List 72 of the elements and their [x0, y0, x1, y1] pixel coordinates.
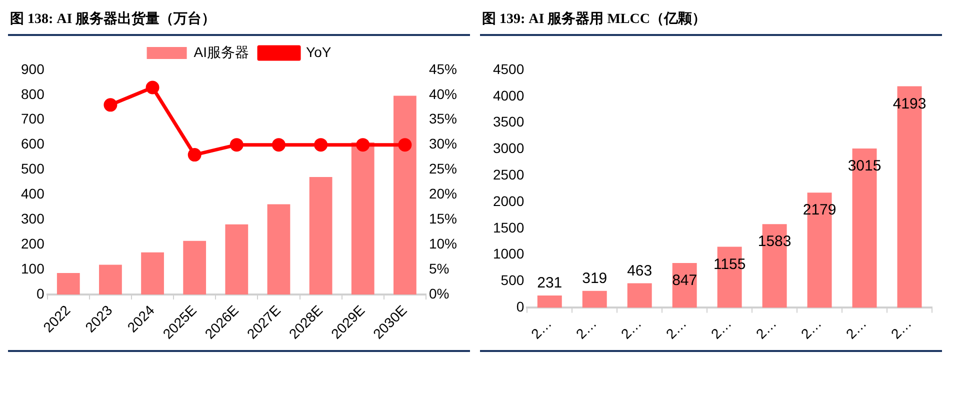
point — [188, 148, 202, 162]
bar — [56, 273, 80, 294]
x-tick-label: 2… — [752, 315, 780, 342]
legend-label: AI服务器 — [194, 44, 250, 60]
bar — [183, 240, 206, 294]
data-label: 319 — [582, 270, 608, 288]
bar — [99, 264, 122, 294]
x-tick-label: 2… — [842, 315, 870, 342]
y-tick-label: 2000 — [492, 192, 524, 209]
data-label: 847 — [672, 272, 698, 290]
data-label: 2179 — [802, 202, 836, 219]
y-tick-label: 1000 — [492, 246, 524, 262]
y-tick-label: 500 — [500, 272, 524, 288]
bar — [627, 283, 652, 308]
y-tick-label: 1500 — [492, 219, 524, 236]
point — [272, 138, 286, 152]
y-tick-label: 4000 — [492, 87, 524, 104]
y2-tick-label: 25% — [428, 160, 458, 177]
bar — [267, 204, 290, 294]
y2-tick-label: 35% — [428, 110, 458, 127]
y2-tick-label: 10% — [428, 235, 458, 252]
y-tick-label: 3500 — [492, 114, 524, 130]
bar — [582, 290, 607, 308]
point — [314, 138, 328, 152]
data-label: 1583 — [758, 233, 792, 250]
y-tick-label: 200 — [21, 235, 45, 252]
data-label: 1155 — [713, 256, 746, 273]
y-tick-label: 100 — [21, 260, 45, 276]
point — [146, 80, 160, 94]
x-tick-label: 2… — [798, 315, 824, 342]
x-tick-label: 2… — [572, 315, 600, 342]
bar — [537, 296, 562, 308]
x-tick-label: 2… — [662, 315, 690, 342]
y-tick-label: 800 — [21, 86, 45, 102]
y2-tick-label: 0% — [428, 285, 450, 302]
y2-tick-label: 30% — [428, 136, 458, 152]
bar — [141, 252, 164, 294]
y2-tick-label: 15% — [428, 210, 458, 227]
legend-label: YoY — [306, 44, 332, 60]
y2-tick-label: 45% — [428, 60, 458, 77]
point — [356, 138, 370, 152]
x-tick-label: 2… — [528, 315, 554, 342]
bar — [309, 177, 332, 294]
point — [230, 138, 244, 152]
point — [104, 98, 118, 112]
chart-title: 图 139: AI 服务器用 MLCC（亿颗） — [480, 8, 942, 36]
y2-tick-label: 20% — [428, 186, 458, 202]
y-tick-label: 0 — [36, 285, 45, 302]
y-tick-label: 600 — [21, 136, 45, 152]
y-tick-label: 900 — [21, 60, 45, 77]
x-tick-label: 2… — [888, 315, 914, 342]
bar — [225, 224, 248, 294]
y-tick-label: 700 — [21, 110, 45, 127]
bar — [351, 142, 374, 294]
y-tick-label: 4500 — [492, 60, 524, 77]
y-tick-label: 3000 — [492, 140, 524, 156]
chart-title: 图 138: AI 服务器出货量（万台） — [8, 8, 470, 36]
y-tick-label: 500 — [21, 160, 45, 177]
y-tick-label: 2500 — [492, 166, 524, 183]
x-tick-label: 2… — [708, 315, 734, 342]
data-label: 3015 — [848, 158, 882, 175]
data-label: 463 — [627, 262, 652, 280]
y-tick-label: 400 — [21, 186, 45, 202]
point — [398, 138, 412, 152]
y-tick-label: 300 — [21, 210, 45, 227]
y-tick-label: 0 — [516, 298, 524, 315]
y2-tick-label: 5% — [428, 260, 450, 276]
y2-tick-label: 40% — [428, 86, 458, 102]
data-label: 231 — [537, 274, 562, 292]
bar — [394, 96, 416, 294]
data-label: 4193 — [892, 95, 926, 112]
x-tick-label: 2… — [618, 315, 644, 342]
